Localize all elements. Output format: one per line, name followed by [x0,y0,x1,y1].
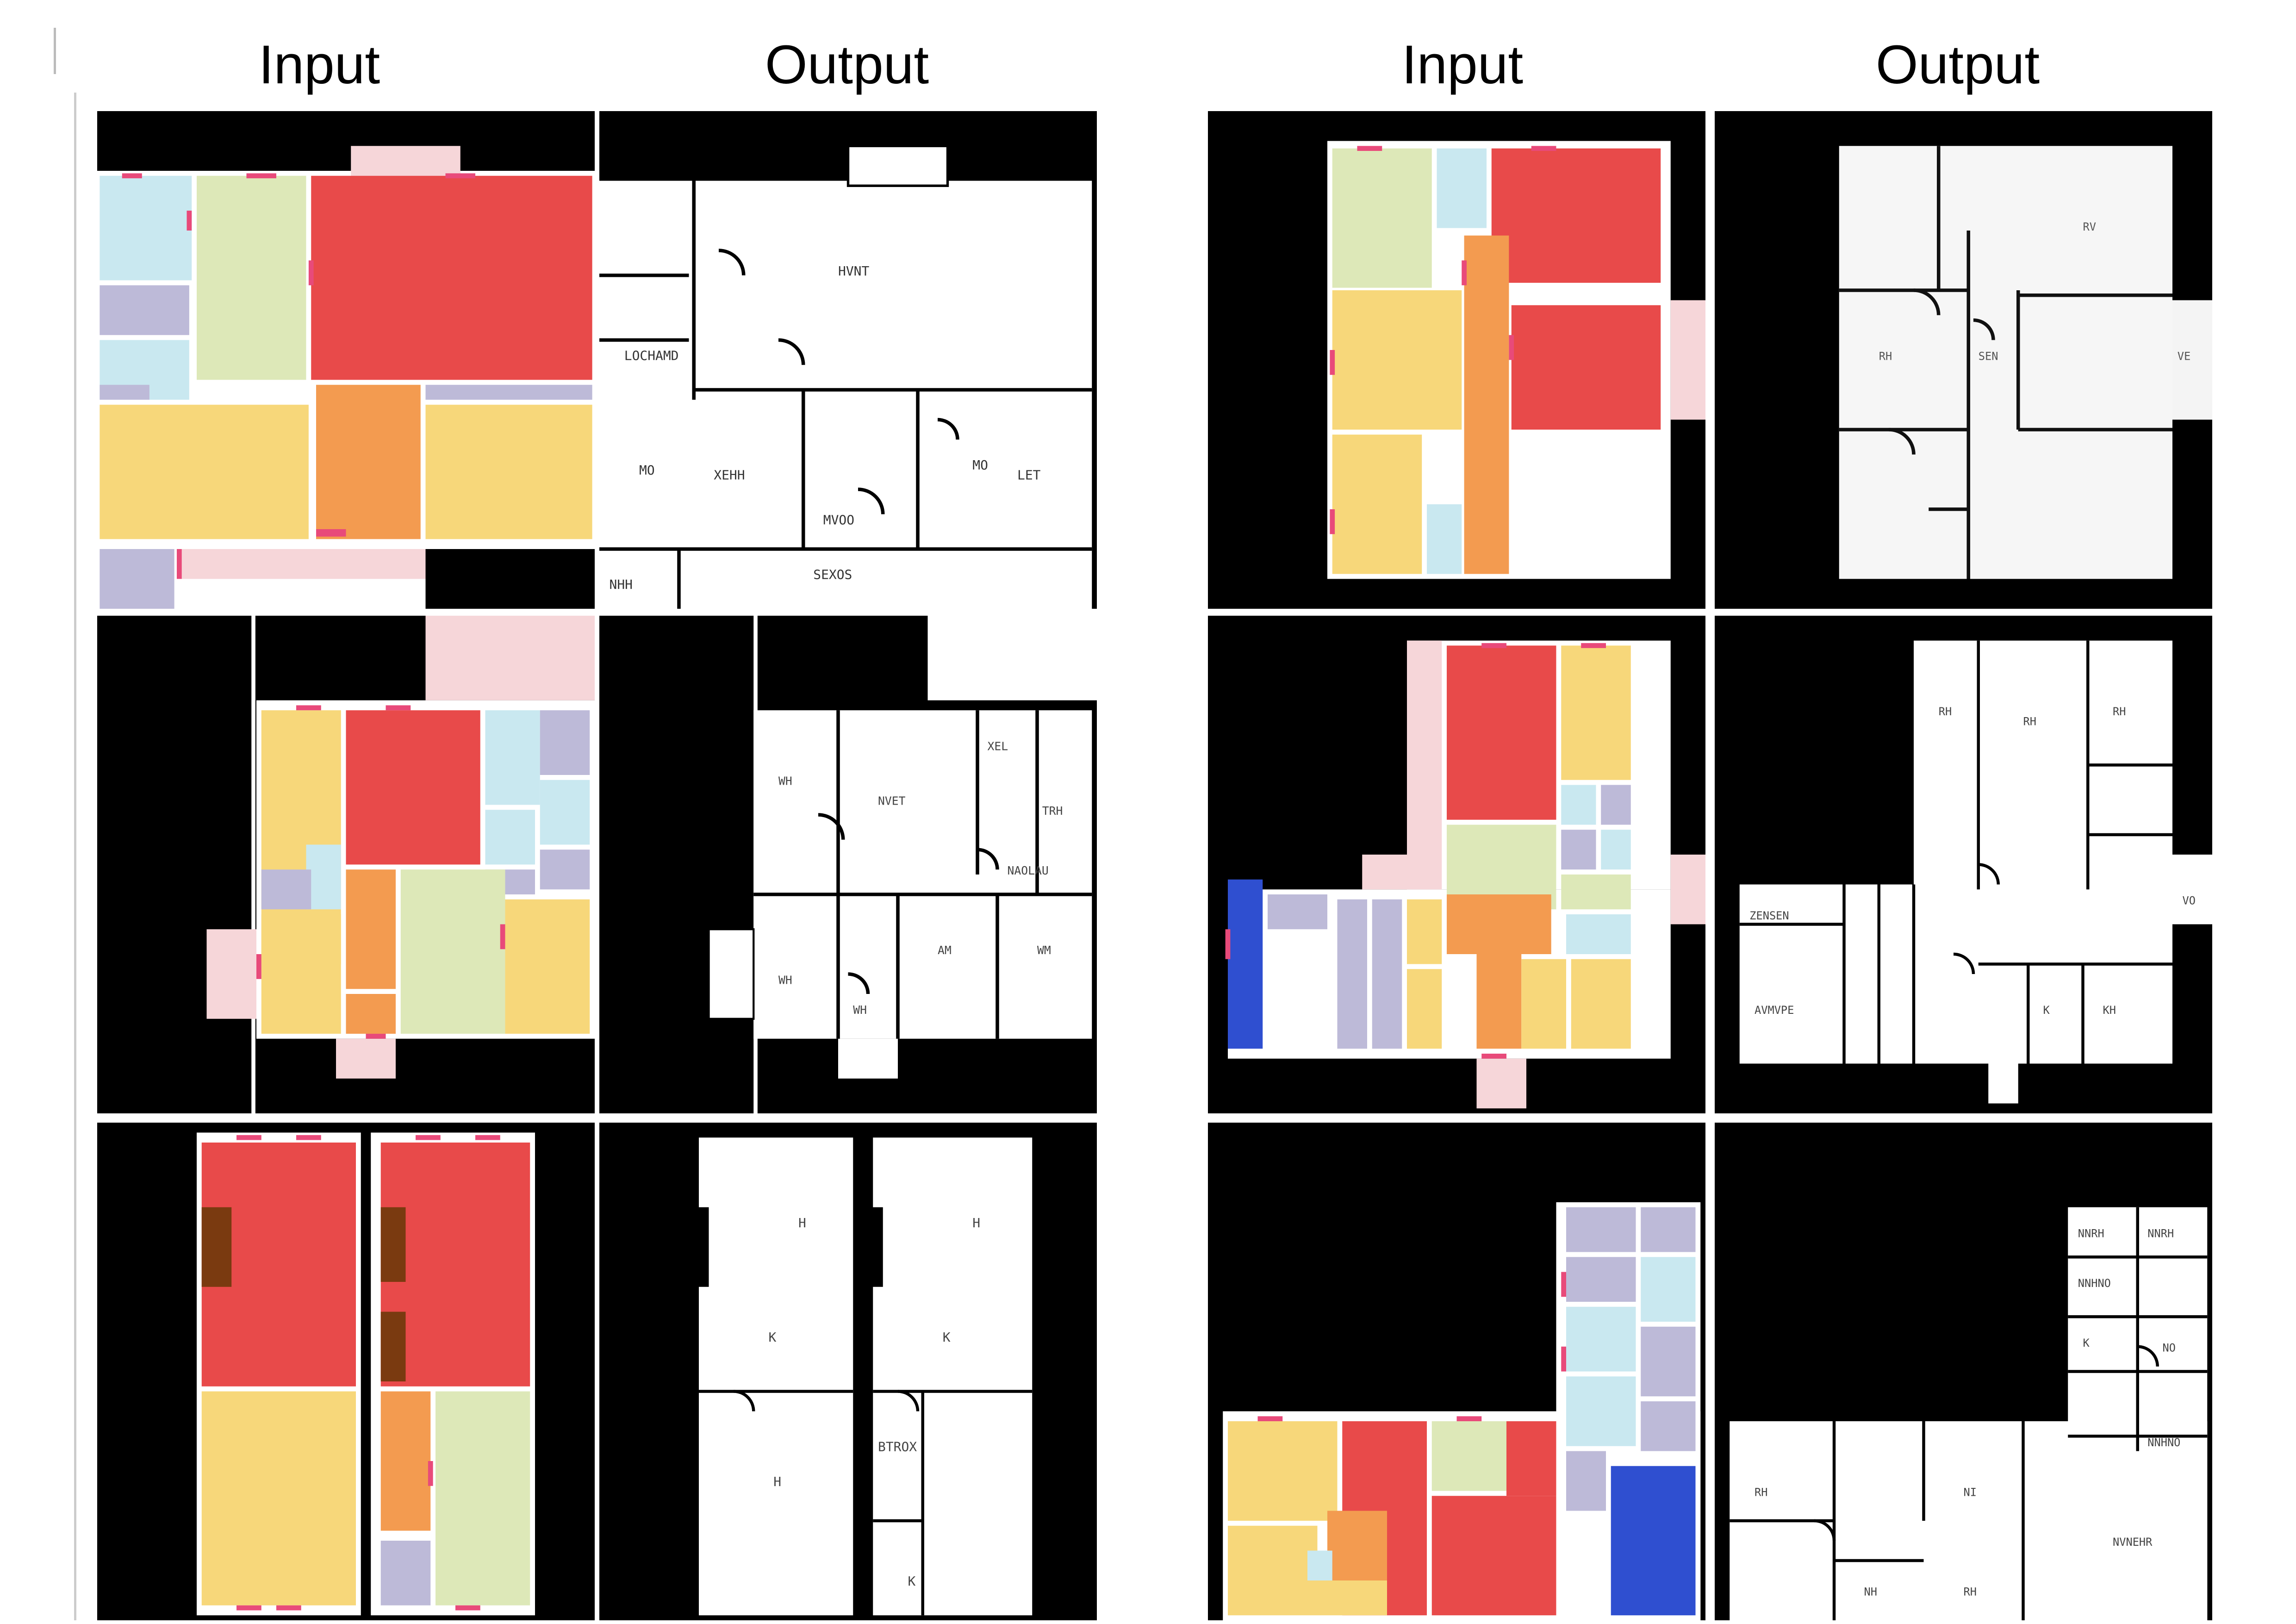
svg-text:MVOO: MVOO [823,512,854,527]
svg-text:SEXOS: SEXOS [813,567,852,582]
header-right-output: Output [1875,34,2040,95]
svg-text:BTROX: BTROX [878,1439,917,1455]
input-plan-4 [1208,616,1705,1113]
figure-edge-mark [54,28,56,74]
svg-text:XEL: XEL [988,739,1008,753]
svg-text:NNHNO: NNHNO [2147,1436,2180,1449]
svg-text:RH: RH [1879,350,1892,363]
output-plan-5: H H K K H BTROX K [599,1123,1097,1620]
svg-text:VE: VE [2178,350,2190,363]
svg-text:WH: WH [853,1003,867,1017]
svg-text:HVNT: HVNT [838,263,869,279]
svg-text:XEHH: XEHH [714,468,745,483]
svg-text:NNRH: NNRH [2147,1227,2174,1240]
header-left-input: Input [258,34,380,95]
figure-edge-line [74,93,76,1620]
svg-text:TRH: TRH [1042,804,1063,818]
svg-text:WH: WH [778,974,792,987]
svg-text:RH: RH [1964,1585,1977,1598]
svg-text:RH: RH [1939,705,1952,718]
svg-text:SEN: SEN [1979,350,1998,363]
svg-text:RV: RV [2083,220,2096,233]
svg-text:RH: RH [2023,715,2036,728]
svg-text:LET: LET [1017,468,1041,483]
svg-text:H: H [798,1215,806,1230]
header-right-input: Input [1401,34,1524,95]
svg-text:NO: NO [2163,1342,2176,1355]
svg-text:NH: NH [1864,1585,1877,1598]
svg-text:WM: WM [1037,943,1051,957]
output-plan-3: WH NVET XEL TRH NAOLAU WH AM WM WH [599,616,1097,1113]
svg-text:KH: KH [2103,1004,2116,1017]
svg-text:RH: RH [2113,705,2126,718]
output-plan-1: HVNT LOCHAMD MO XEHH MO LET MVOO SEXOS N… [599,111,1097,609]
svg-text:VO: VO [2183,894,2196,907]
svg-text:K: K [943,1330,951,1345]
input-plan-5 [97,1123,595,1620]
svg-text:NVNEHR: NVNEHR [2113,1536,2153,1549]
svg-text:MO: MO [972,457,988,473]
svg-text:NNRH: NNRH [2078,1227,2104,1240]
svg-text:NI: NI [1964,1486,1977,1499]
svg-text:K: K [908,1574,916,1589]
output-plan-6: NNRH NNRH NNHNO K NO NNHNO RH NI NVNEHR … [1715,1123,2212,1620]
output-plan-2: RV RH SEN VE [1715,111,2212,609]
svg-text:NVET: NVET [878,794,906,808]
svg-text:NAOLAU: NAOLAU [1008,864,1049,877]
svg-text:K: K [769,1330,777,1345]
svg-text:AM: AM [938,943,952,957]
output-plan-4: RH RH RH ZENSEN AVMVPE K KH VO [1715,616,2212,1113]
svg-text:MO: MO [639,462,655,478]
input-plan-1 [97,111,595,609]
svg-text:AVMVPE: AVMVPE [1755,1004,1794,1017]
input-plan-6 [1208,1123,1705,1620]
svg-text:K: K [2083,1337,2090,1349]
svg-text:NHH: NHH [610,577,633,592]
input-plan-3 [97,616,595,1113]
svg-text:K: K [2043,1004,2050,1017]
svg-text:NNHNO: NNHNO [2078,1277,2111,1290]
svg-text:WH: WH [778,775,792,788]
svg-text:ZENSEN: ZENSEN [1749,909,1789,922]
svg-text:RH: RH [1755,1486,1767,1499]
input-plan-2 [1208,111,1705,609]
svg-text:H: H [773,1474,781,1489]
svg-text:LOCHAMD: LOCHAMD [624,348,679,363]
header-left-output: Output [765,34,929,95]
svg-text:H: H [972,1215,980,1230]
